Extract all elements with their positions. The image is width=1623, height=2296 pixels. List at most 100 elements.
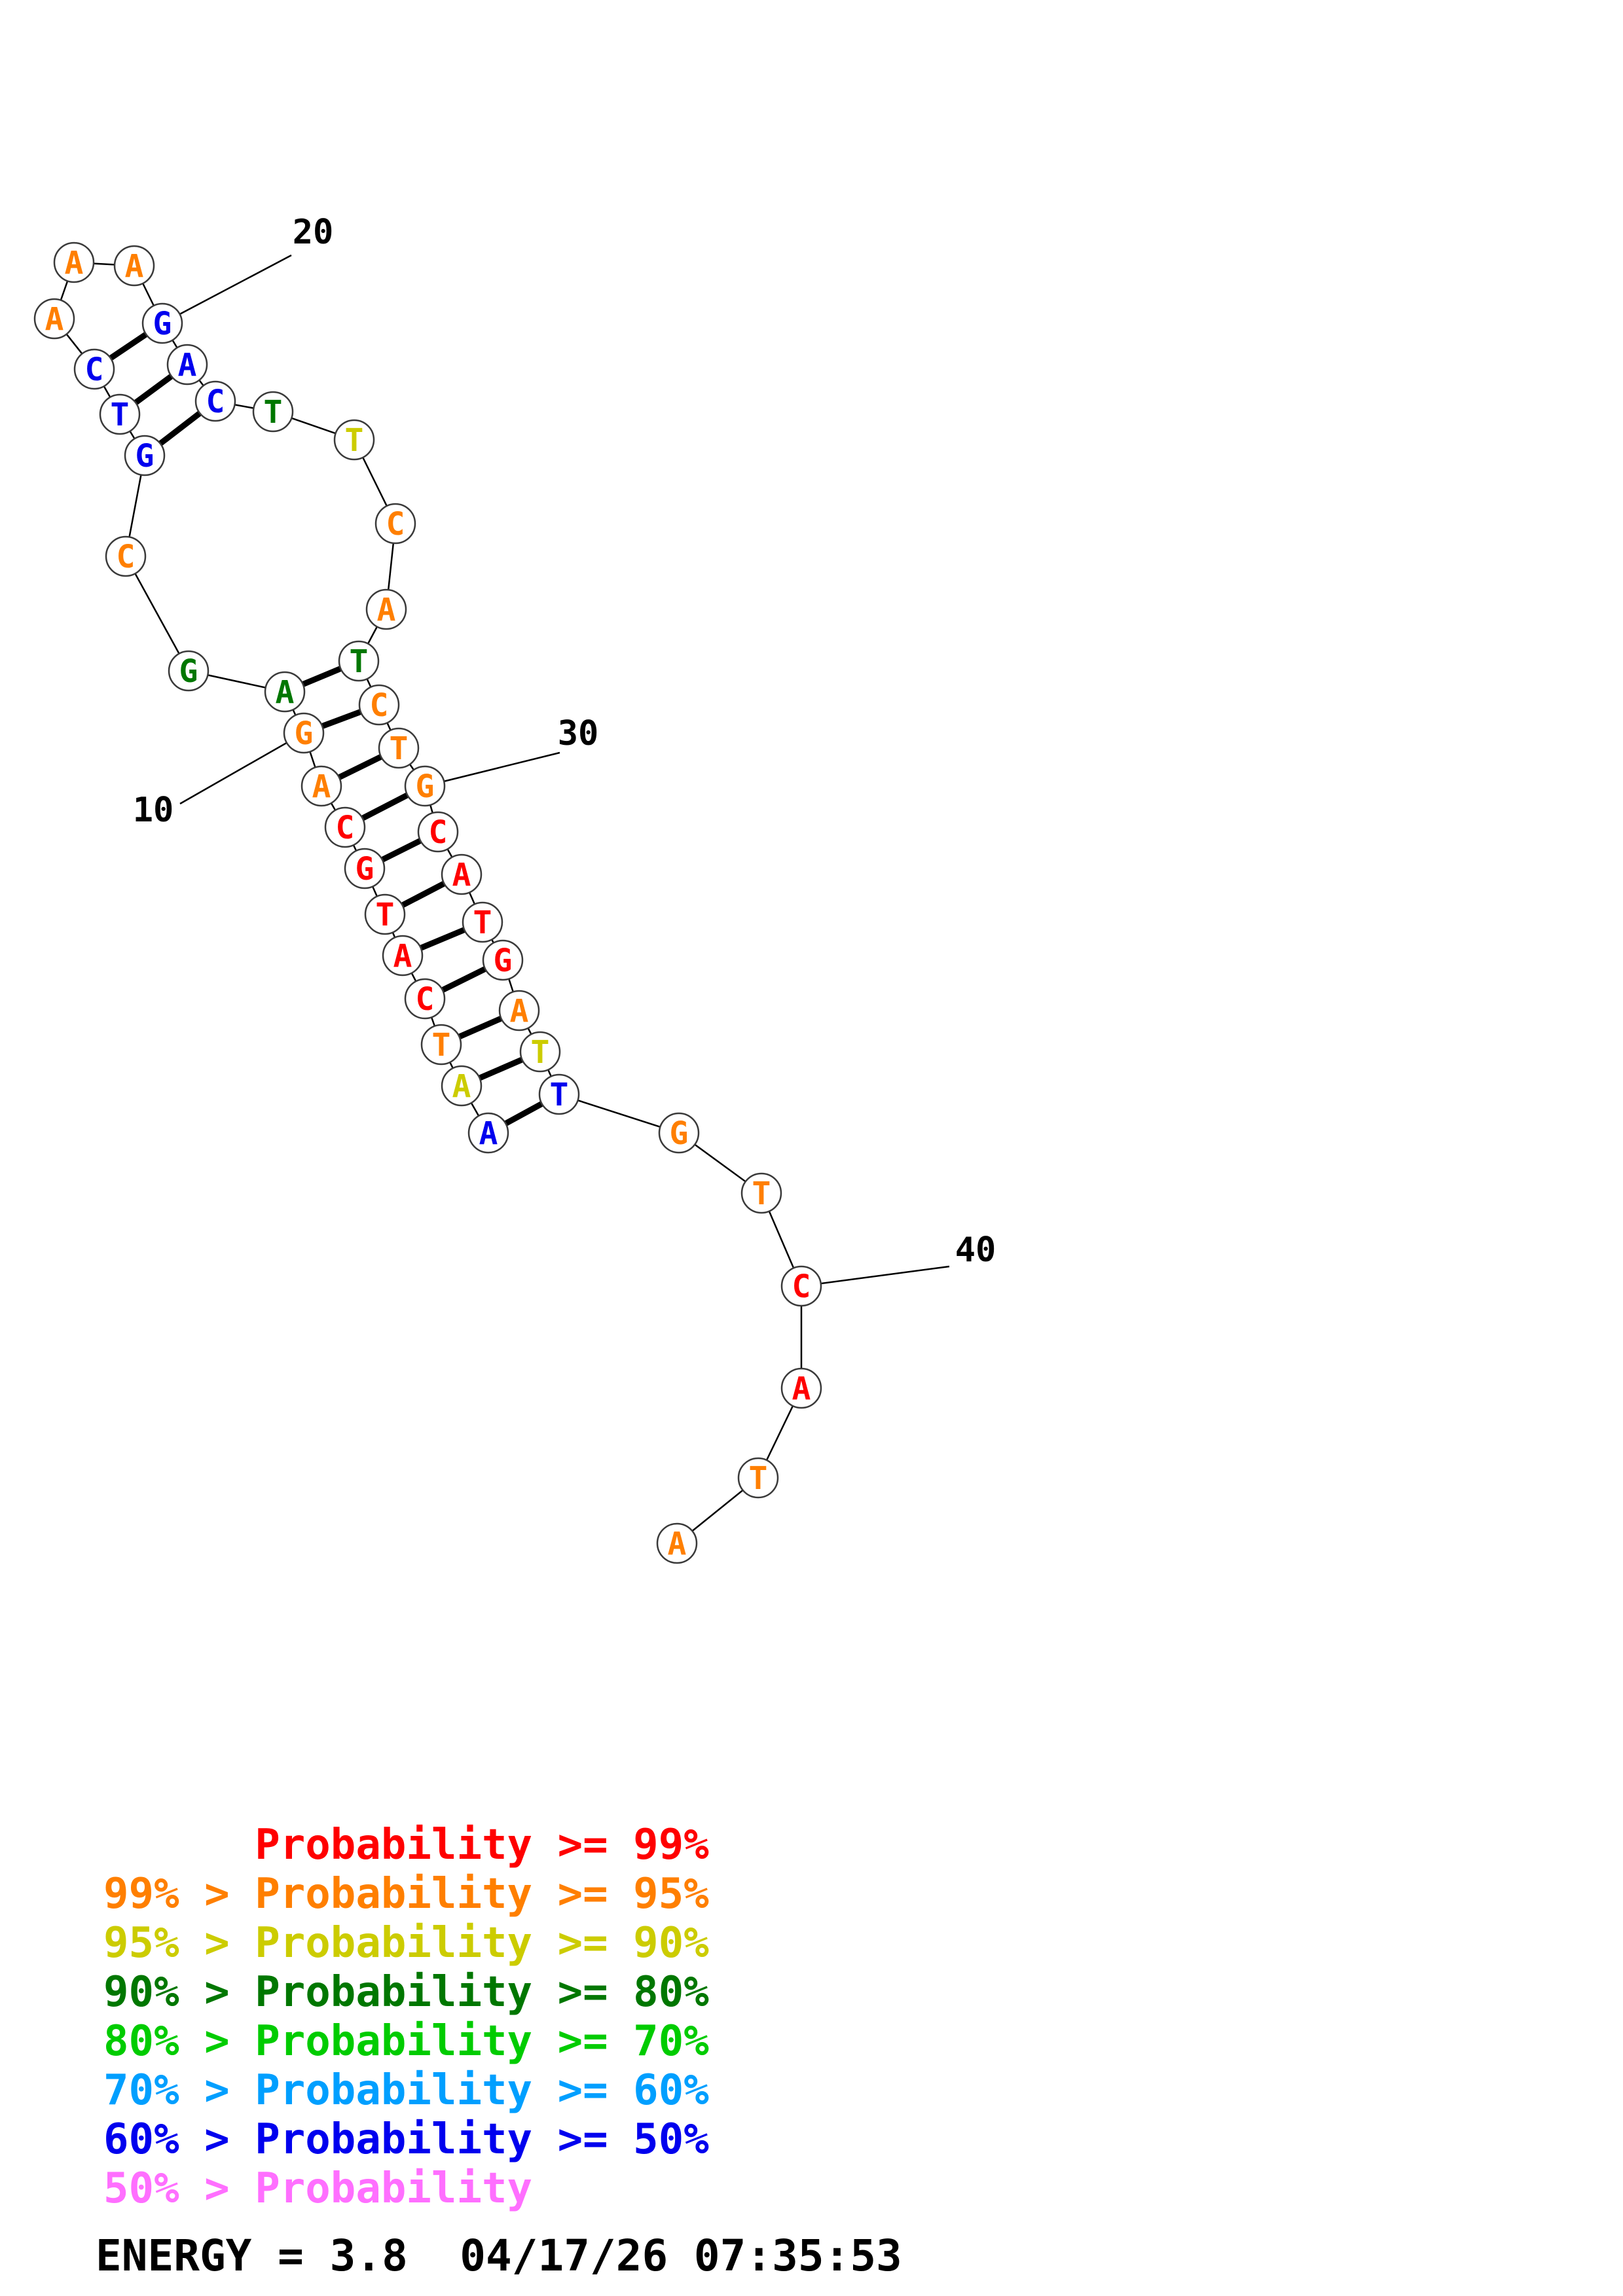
- nucleotide-circle: [378, 727, 420, 769]
- nucleotide-circle: [194, 380, 236, 422]
- nucleotide-circle: [417, 811, 459, 853]
- position-label: 20: [293, 213, 334, 252]
- nucleotide-base: A: [452, 857, 471, 893]
- nucleotide-circle: [141, 302, 183, 344]
- legend-row: 95% > Probability >= 90%: [103, 1919, 709, 1967]
- nucleotide-circle: [467, 1112, 509, 1154]
- nucleotide-circle: [780, 1367, 822, 1409]
- nucleotide-base: T: [531, 1034, 550, 1071]
- nucleotide-base: G: [670, 1115, 689, 1152]
- nucleotide-circle: [538, 1073, 580, 1115]
- legend: Probability >= 99% 99% > Probability >= 9…: [103, 1821, 709, 2214]
- nucleotide-circle: [404, 978, 446, 1020]
- nucleotide-base: A: [178, 347, 197, 384]
- nucleotide-circle: [780, 1265, 822, 1307]
- nucleotide-base: G: [494, 942, 513, 979]
- nucleotide-base: T: [376, 897, 395, 933]
- nucleotide-circle: [498, 990, 540, 1031]
- nucleotide-circle: [33, 298, 75, 340]
- nucleotide-base: A: [125, 248, 144, 285]
- position-label-line: [179, 732, 304, 805]
- nucleotide-circle: [301, 765, 342, 807]
- nucleotide-base: A: [393, 938, 412, 975]
- nucleotide-circle: [324, 806, 366, 848]
- nucleotide-circle: [740, 1172, 782, 1214]
- nucleotide-base: C: [85, 351, 104, 388]
- nucleotide-base: A: [377, 592, 396, 628]
- nucleotide-base: C: [416, 981, 435, 1018]
- nucleotide-circle: [364, 893, 406, 935]
- nucleotide-circle: [53, 242, 95, 283]
- nucleotide-base: A: [792, 1371, 811, 1407]
- nucleotide-base: G: [295, 715, 314, 752]
- nucleotide-circle: [252, 391, 294, 433]
- nucleotide-circle: [283, 712, 325, 754]
- nucleotide-base: C: [206, 384, 225, 420]
- nucleotide-circle: [166, 344, 208, 386]
- nucleotide-base: T: [752, 1175, 771, 1212]
- nucleotide-base: C: [386, 506, 405, 543]
- nucleotide-base: T: [749, 1460, 768, 1497]
- nucleotide-circle: [404, 765, 446, 807]
- nucleotide-base: T: [264, 394, 283, 431]
- nucleotide-circle: [658, 1112, 700, 1154]
- position-label-line: [801, 1265, 950, 1287]
- nucleotide-base: A: [312, 768, 331, 805]
- nucleotide-base: T: [390, 730, 409, 767]
- nucleotide-circle: [374, 503, 416, 545]
- nucleotide-circle: [482, 939, 524, 981]
- nucleotide-base: T: [350, 643, 369, 680]
- position-label: 30: [558, 714, 599, 753]
- nucleotide-circle: [99, 393, 141, 435]
- nucleotide-base: T: [550, 1077, 569, 1113]
- position-label-line: [424, 751, 560, 787]
- nucleotide-circle: [656, 1522, 698, 1564]
- nucleotide-circle: [113, 245, 155, 287]
- energy-text: ENERGY = 3.8 04/17/26 07:35:53: [96, 2231, 902, 2281]
- nucleotide-base: T: [345, 422, 364, 459]
- nucleotide-circle: [519, 1031, 561, 1073]
- nucleotide-base: A: [668, 1526, 687, 1562]
- nucleotide-circle: [358, 684, 400, 726]
- nucleotide-base: T: [432, 1027, 451, 1064]
- legend-row: 60% > Probability >= 50%: [103, 2115, 709, 2164]
- nucleotide-circle: [124, 435, 166, 476]
- position-label: 10: [133, 791, 174, 830]
- backbone-segment: [124, 556, 190, 672]
- nucleotide-base: G: [136, 438, 155, 475]
- nucleotide-circle: [105, 535, 147, 577]
- nucleotide-circle: [420, 1024, 462, 1066]
- nucleotide-circle: [441, 853, 483, 895]
- position-label-line: [162, 254, 292, 325]
- nucleotide-base: A: [452, 1068, 471, 1105]
- legend-row: 70% > Probability >= 60%: [103, 2066, 709, 2115]
- nucleotide-circle: [333, 419, 375, 461]
- nucleotide-circle: [73, 348, 115, 390]
- legend-row: 80% > Probability >= 70%: [103, 2017, 709, 2066]
- nucleotide-base: G: [153, 306, 172, 342]
- nucleotide-circle: [338, 640, 380, 682]
- nucleotide-base: A: [510, 993, 529, 1030]
- nucleotide-circle: [382, 935, 424, 977]
- nucleotide-circle: [737, 1457, 779, 1499]
- nucleotide-base: G: [416, 768, 435, 805]
- nucleotide-circle: [168, 650, 210, 692]
- nucleotide-base: C: [336, 810, 355, 846]
- nucleotide-circle: [344, 848, 386, 889]
- legend-row: 50% > Probability: [103, 2164, 533, 2213]
- legend-row: 90% > Probability >= 80%: [103, 1968, 709, 2017]
- nucleotide-base: T: [111, 397, 130, 433]
- nucleotide-base: A: [65, 245, 84, 281]
- legend-row: Probability >= 99%: [103, 1821, 709, 1869]
- nucleotide-circle: [462, 901, 503, 943]
- position-label: 40: [955, 1230, 996, 1270]
- nucleotide-circle: [264, 671, 306, 713]
- nucleotide-base: A: [276, 674, 295, 711]
- nucleotide-base: G: [356, 851, 374, 888]
- nucleotide-base: T: [473, 905, 492, 941]
- legend-row: 99% > Probability >= 95%: [103, 1870, 709, 1918]
- nucleotide-base: G: [179, 653, 198, 690]
- nucleotide-base: C: [429, 814, 448, 851]
